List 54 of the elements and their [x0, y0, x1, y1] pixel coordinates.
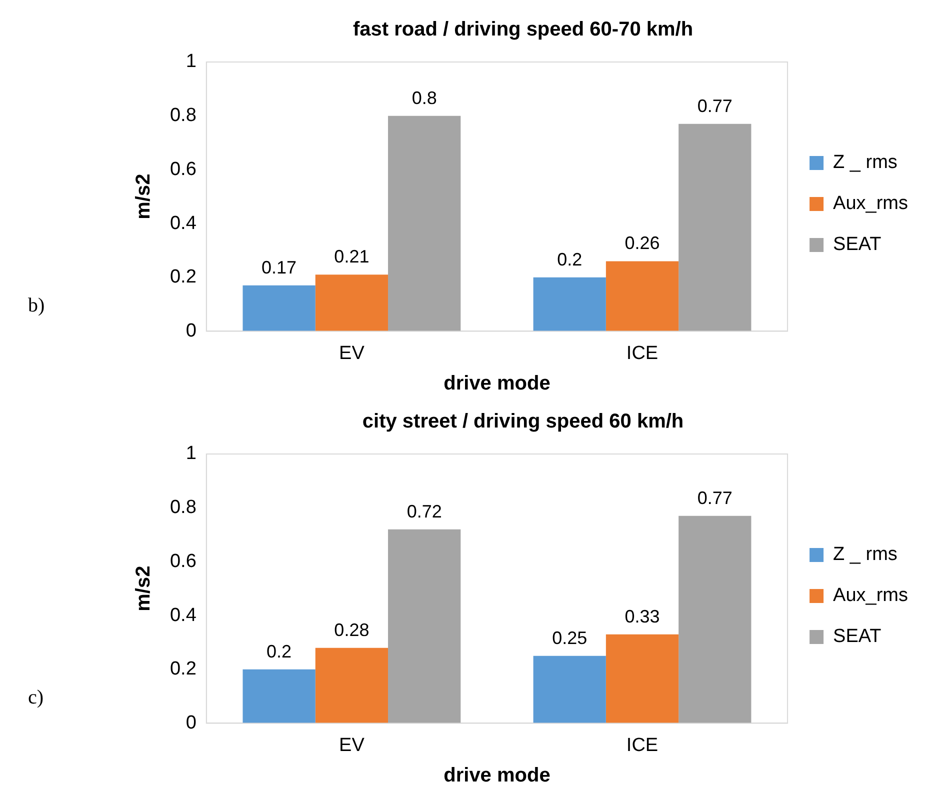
y-tick-label: 0.4	[170, 604, 197, 626]
data-label: 0.77	[697, 488, 732, 508]
y-tick-label: 0	[186, 320, 196, 342]
legend-label: Aux_rms	[833, 193, 908, 214]
data-label: 0.26	[624, 233, 660, 254]
y-axis-title: m/s2	[132, 174, 155, 220]
bar	[388, 529, 461, 724]
y-tick-label: 0.6	[170, 158, 196, 180]
bar	[606, 634, 679, 724]
x-tick-label: ICE	[626, 342, 658, 364]
y-tick-label: 0.4	[170, 212, 197, 234]
x-axis-title: drive mode	[444, 764, 550, 787]
y-tick-label: 0.8	[170, 497, 196, 518]
y-tick-label: 0.8	[170, 105, 196, 126]
y-axis-title: m/s2	[132, 566, 155, 612]
y-tick-label: 0	[186, 712, 196, 734]
data-label: 0.21	[334, 246, 370, 267]
data-label: 0.17	[262, 257, 297, 278]
chart-title: city street / driving speed 60 km/h	[362, 410, 684, 433]
bar	[678, 516, 752, 724]
x-tick-label: ICE	[626, 734, 658, 756]
data-label: 0.33	[624, 606, 660, 626]
y-tick-label: 1	[186, 443, 196, 464]
x-axis-title: drive mode	[444, 372, 550, 395]
bar	[315, 274, 388, 332]
data-label: 0.2	[266, 641, 292, 662]
data-label: 0.28	[334, 620, 370, 640]
legend-label: SEAT	[833, 626, 882, 648]
legend-label: Z _ rms	[833, 544, 898, 566]
text: b)	[28, 294, 45, 316]
y-tick-label: 0.6	[170, 550, 196, 572]
data-label: 0.2	[557, 249, 582, 270]
bar	[388, 116, 461, 332]
data-label: 0.77	[697, 96, 732, 116]
bar	[242, 669, 316, 724]
x-tick-label: EV	[339, 342, 365, 364]
legend-label: Aux_rms	[833, 585, 908, 606]
x-tick-label: EV	[339, 734, 365, 756]
data-label: 0.25	[552, 628, 588, 648]
bar	[533, 656, 606, 724]
legend-label: SEAT	[833, 234, 882, 256]
bar	[606, 261, 679, 332]
bar	[678, 124, 752, 332]
text: c)	[28, 686, 44, 708]
bar	[242, 285, 316, 332]
y-tick-label: 0.2	[170, 266, 196, 288]
y-tick-label: 0.2	[170, 658, 196, 680]
y-tick-label: 1	[186, 51, 196, 72]
data-label: 0.8	[412, 88, 437, 108]
bar	[315, 648, 388, 724]
legend-label: Z _ rms	[833, 152, 898, 174]
data-label: 0.72	[406, 501, 442, 522]
chart-title: fast road / driving speed 60-70 km/h	[352, 18, 694, 41]
bar	[533, 277, 606, 332]
